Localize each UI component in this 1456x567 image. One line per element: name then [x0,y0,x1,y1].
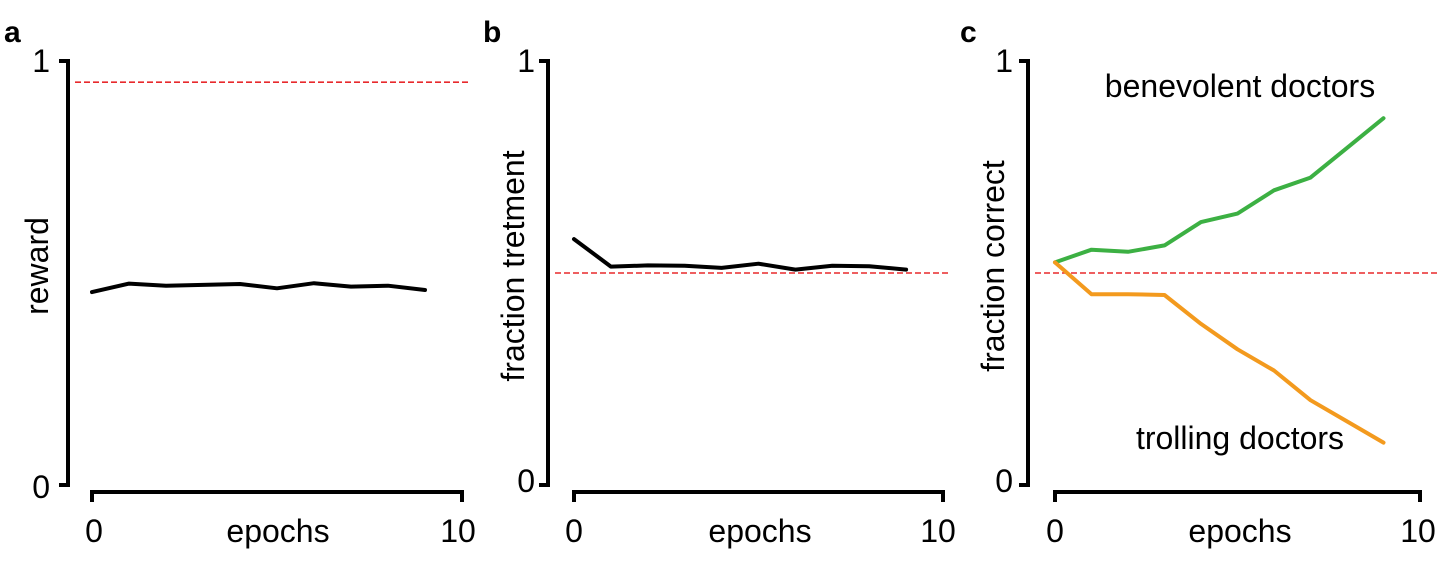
panel-b: b 1 0 fraction tretment epochs 0 10 [483,16,956,549]
x-axis-label: epochs [1188,513,1291,549]
y-tick-label-max: 1 [517,43,535,79]
y-axis-label: fraction tretment [495,150,531,381]
x-tick-label-max: 10 [440,513,476,549]
panel-c: c 1 0 fraction correct epochs 0 10 benev… [960,16,1440,549]
y-tick-label-min: 0 [32,469,50,505]
y-axis-label: reward [19,217,55,315]
x-tick-label-max: 10 [920,513,956,549]
series-line-trolling [1053,260,1386,445]
series-line [90,281,427,295]
y-tick-label-min: 0 [517,463,535,499]
panel-letter: a [4,16,21,49]
x-tick-label-min: 0 [1046,513,1064,549]
series-line [572,237,909,272]
y-axis-label: fraction correct [975,160,1011,372]
x-axis-label: epochs [708,513,811,549]
panel-a: a 1 0 reward epochs 0 10 [4,16,476,549]
y-tick-label-max: 1 [995,43,1013,79]
x-axis-label: epochs [226,513,329,549]
series-line-benevolent [1053,116,1386,265]
panel-letter: b [483,16,501,49]
x-tick-label-max: 10 [1400,513,1436,549]
series-label-trolling: trolling doctors [1136,420,1344,456]
x-tick-label-min: 0 [85,513,103,549]
x-tick-label-min: 0 [565,513,583,549]
y-tick-label-min: 0 [995,463,1013,499]
series-label-benevolent: benevolent doctors [1105,68,1375,104]
y-tick-label-max: 1 [32,43,50,79]
panel-letter: c [960,16,977,49]
